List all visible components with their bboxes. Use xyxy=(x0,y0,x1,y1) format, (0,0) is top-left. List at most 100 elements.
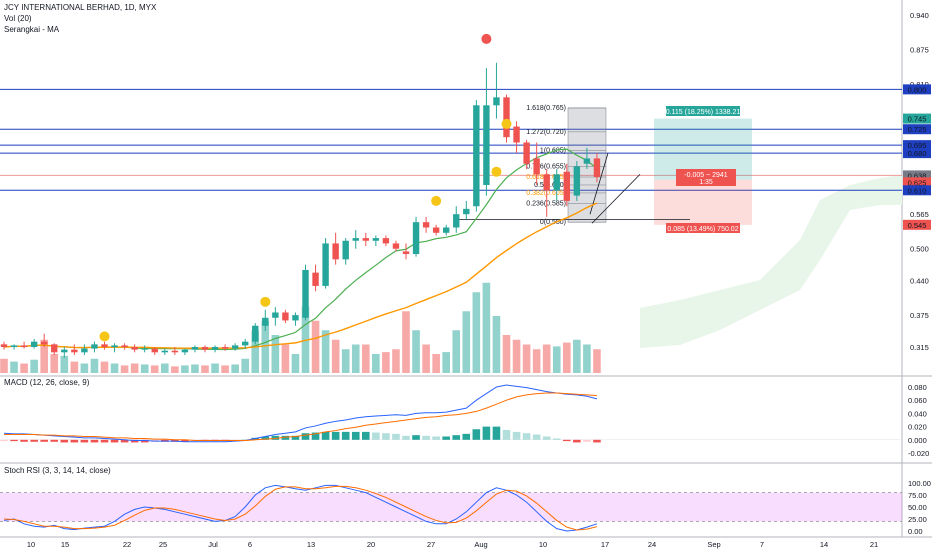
candle-body[interactable] xyxy=(20,345,28,347)
stoch-tick-label: 50.00 xyxy=(908,503,927,512)
macd-histogram-bar xyxy=(583,439,591,442)
candle-body[interactable] xyxy=(81,348,88,353)
candle-body[interactable] xyxy=(0,344,8,347)
macd-histogram-bar xyxy=(130,439,139,443)
stoch-legend: Stoch RSI (3, 3, 14, 14, close) xyxy=(4,466,111,475)
volume-bar xyxy=(201,365,209,373)
macd-histogram-bar xyxy=(281,435,290,440)
candle-body[interactable] xyxy=(483,105,490,185)
volume-bar xyxy=(241,358,249,373)
candle-body[interactable] xyxy=(121,345,128,347)
candle-body[interactable] xyxy=(523,142,530,164)
candle-body[interactable] xyxy=(211,347,219,350)
candle-body[interactable] xyxy=(292,315,299,321)
candle-body[interactable] xyxy=(463,208,470,215)
candle-body[interactable] xyxy=(201,347,209,350)
macd-tick-label: 0.080 xyxy=(908,383,927,392)
candle-body[interactable] xyxy=(101,344,108,347)
candle-body[interactable] xyxy=(151,348,158,353)
candle-body[interactable] xyxy=(473,105,480,207)
candle-body[interactable] xyxy=(553,174,560,191)
candle-body[interactable] xyxy=(352,238,359,241)
candle-body[interactable] xyxy=(322,243,329,286)
candle-body[interactable] xyxy=(10,345,18,347)
price-tick-label: 0.565 xyxy=(910,210,929,219)
candle-body[interactable] xyxy=(272,312,279,318)
price-tick-label: 0.940 xyxy=(910,11,929,20)
candle-body[interactable] xyxy=(382,238,390,244)
candle-body[interactable] xyxy=(493,97,500,106)
candle-body[interactable] xyxy=(563,171,570,201)
candle-body[interactable] xyxy=(402,251,410,255)
candle-body[interactable] xyxy=(533,158,540,175)
macd-histogram-bar xyxy=(532,434,541,440)
macd-histogram-bar xyxy=(372,432,380,440)
candle-body[interactable] xyxy=(131,347,138,350)
candle-body[interactable] xyxy=(161,350,168,353)
candle-body[interactable] xyxy=(111,345,118,347)
stoch-d-line xyxy=(3,485,598,531)
stoch-rsi-pane[interactable] xyxy=(0,484,902,532)
candle-body[interactable] xyxy=(302,269,309,318)
macd-histogram-bar xyxy=(382,433,390,440)
candle-body[interactable] xyxy=(503,97,510,138)
candle-body[interactable] xyxy=(221,347,229,349)
candle-body[interactable] xyxy=(422,222,430,228)
macd-histogram-bar xyxy=(442,436,450,440)
candle-body[interactable] xyxy=(252,325,259,342)
candle-body[interactable] xyxy=(513,126,520,143)
candle-body[interactable] xyxy=(262,317,269,326)
candle-body[interactable] xyxy=(432,227,440,233)
cloud-area xyxy=(640,175,902,348)
candle-body[interactable] xyxy=(91,344,98,349)
candle-body[interactable] xyxy=(231,345,239,349)
volume-bar xyxy=(251,330,260,373)
main-price-pane[interactable]: 1.618(0.765)1.272(0.720)1(0.685)0.786(0.… xyxy=(0,33,752,373)
macd-pane[interactable] xyxy=(0,384,902,443)
position-qty-label: -0.005 ~ 2941 xyxy=(684,172,728,179)
trend-line[interactable] xyxy=(591,174,641,224)
price-tick-label: 0.500 xyxy=(910,245,929,254)
volume-bar xyxy=(50,354,59,373)
volume-bar xyxy=(100,361,109,373)
candle-body[interactable] xyxy=(443,227,450,233)
candle-body[interactable] xyxy=(362,238,369,241)
candle-body[interactable] xyxy=(51,344,58,353)
candle-body[interactable] xyxy=(141,348,148,350)
candle-body[interactable] xyxy=(242,341,249,346)
candle-body[interactable] xyxy=(30,341,38,347)
candle-body[interactable] xyxy=(71,349,78,353)
macd-histogram-bar xyxy=(80,439,89,443)
macd-histogram-bar xyxy=(90,439,99,443)
candle-body[interactable] xyxy=(372,238,380,241)
volume-bar xyxy=(261,320,270,373)
candle-body[interactable] xyxy=(312,272,319,286)
volume-bar xyxy=(452,330,461,373)
volume-bar xyxy=(542,344,551,373)
candle-body[interactable] xyxy=(392,243,400,249)
candle-body[interactable] xyxy=(583,158,591,164)
candle-body[interactable] xyxy=(181,349,189,353)
candle-body[interactable] xyxy=(453,214,460,228)
macd-histogram-bar xyxy=(402,435,410,440)
candle-body[interactable] xyxy=(573,166,581,196)
candle-body[interactable] xyxy=(61,349,68,353)
candle-body[interactable] xyxy=(282,312,289,321)
candle-body[interactable] xyxy=(543,174,550,191)
signal-dot-icon xyxy=(491,166,502,177)
volume-bar xyxy=(211,363,219,373)
candle-body[interactable] xyxy=(332,243,339,260)
volume-bar xyxy=(90,358,99,373)
price-badge-label: 0.638 xyxy=(908,171,927,180)
position-loss-zone[interactable] xyxy=(654,179,752,225)
candle-body[interactable] xyxy=(41,341,48,345)
candle-body[interactable] xyxy=(593,158,601,178)
macd-histogram-bar xyxy=(412,435,420,440)
candle-body[interactable] xyxy=(171,350,179,353)
candle-body[interactable] xyxy=(191,347,199,350)
macd-histogram-bar xyxy=(331,431,340,440)
volume-bar xyxy=(191,364,199,373)
candle-body[interactable] xyxy=(342,240,349,260)
candle-body[interactable] xyxy=(412,222,420,255)
